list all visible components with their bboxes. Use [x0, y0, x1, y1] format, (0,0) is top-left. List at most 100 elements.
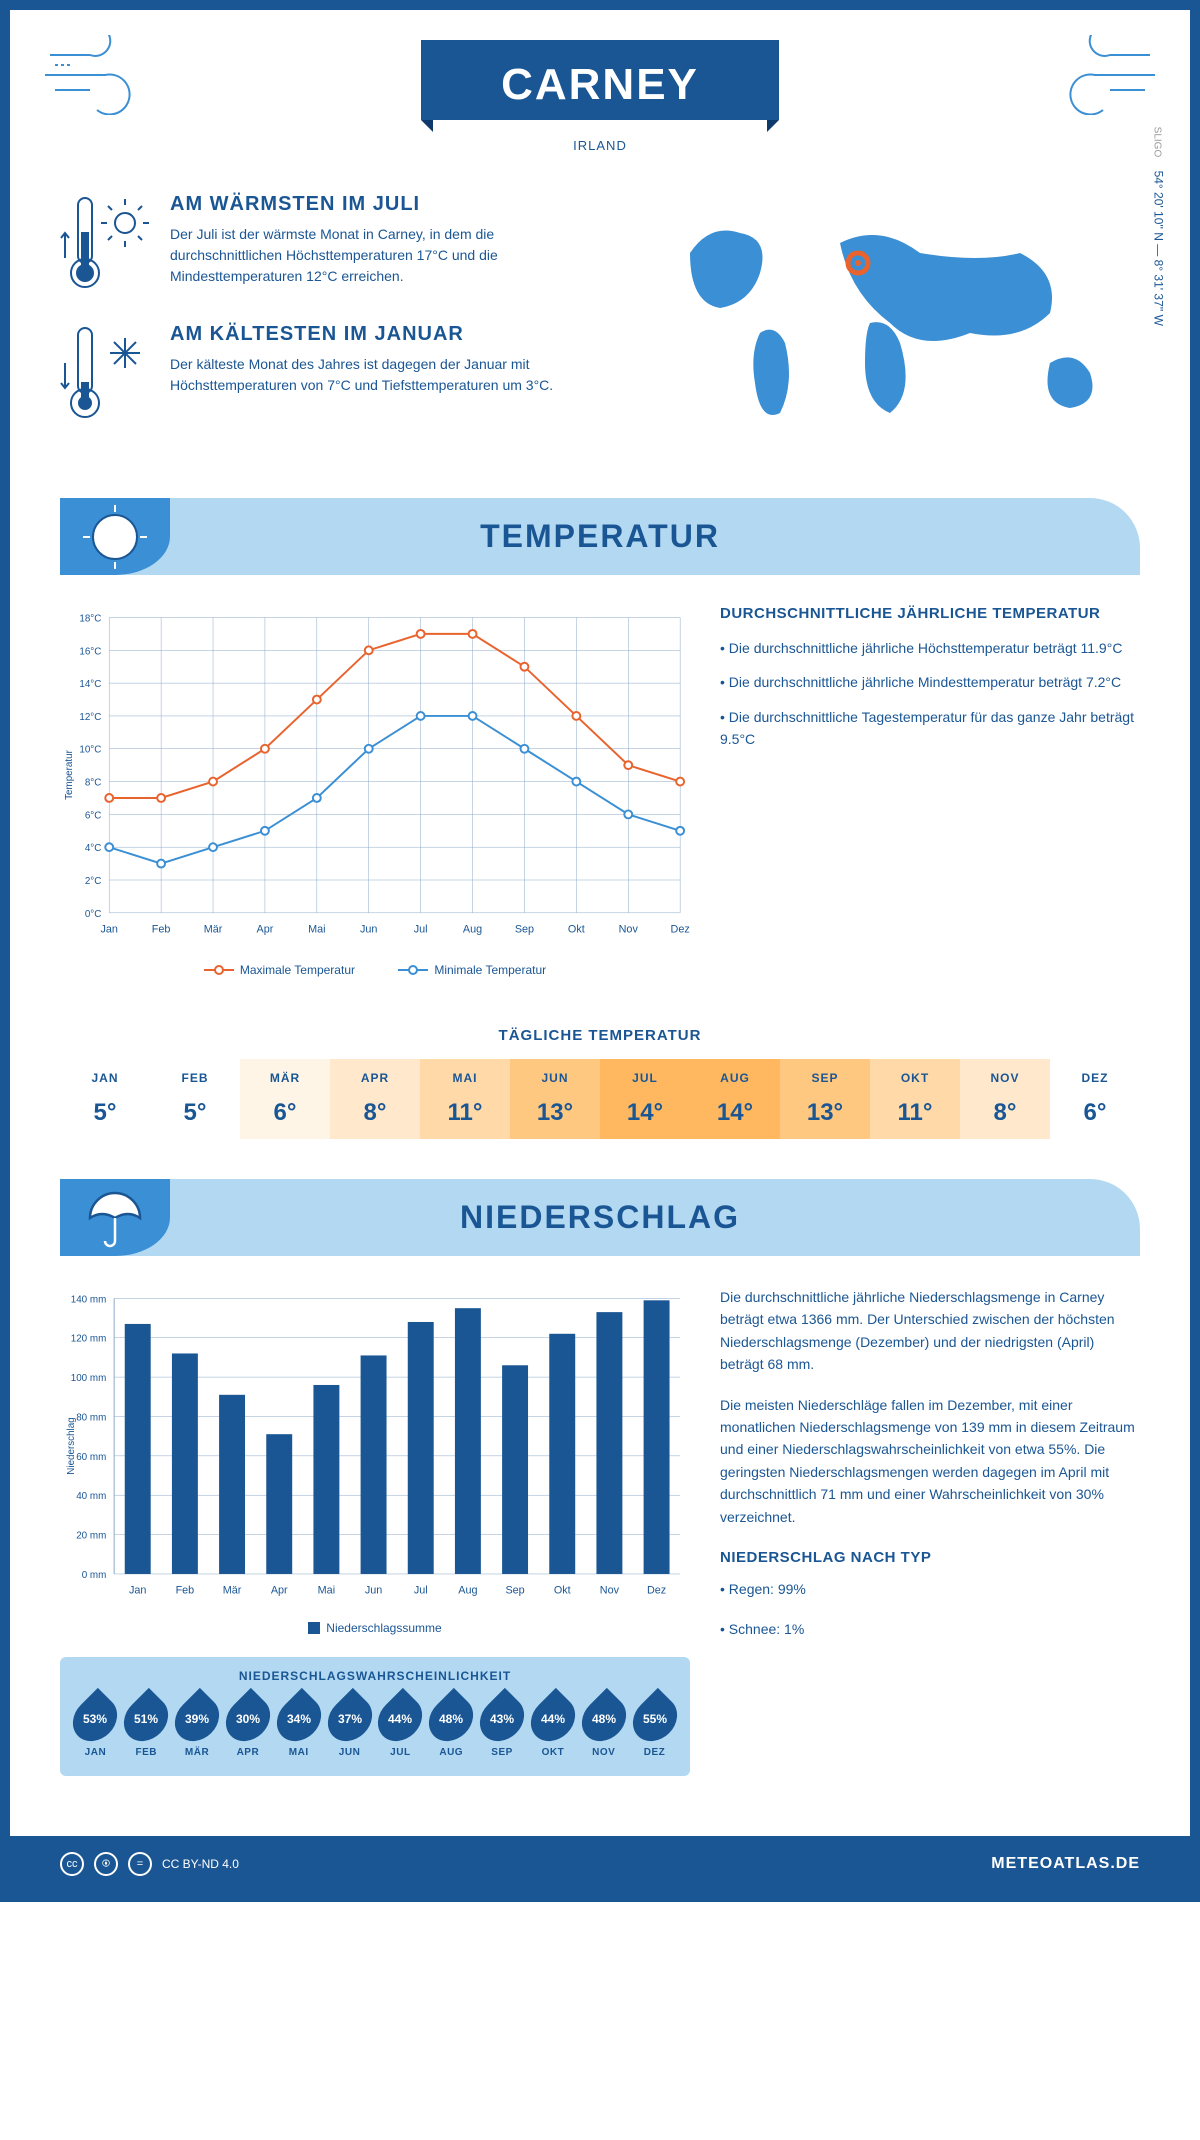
infographic-page: CARNEY IRLAND AM WÄRMSTEN IM JULI Der Ju… — [0, 0, 1200, 1902]
thermometer-cold-icon — [60, 323, 150, 423]
temp-cell: JAN5° — [60, 1059, 150, 1139]
svg-text:Mai: Mai — [308, 924, 325, 936]
svg-text:Aug: Aug — [458, 1585, 477, 1597]
coldest-text: Der kälteste Monat des Jahres ist dagege… — [170, 354, 600, 396]
svg-text:Feb: Feb — [152, 924, 171, 936]
temp-cell: MAI11° — [420, 1059, 510, 1139]
precipitation-title: NIEDERSCHLAG — [60, 1199, 1140, 1236]
probability-drop: 43%SEP — [477, 1695, 528, 1758]
license-info: cc 🅯 = CC BY-ND 4.0 — [60, 1852, 239, 1876]
svg-text:Jan: Jan — [129, 1585, 146, 1597]
svg-text:Mai: Mai — [318, 1585, 335, 1597]
svg-text:Jan: Jan — [101, 924, 118, 936]
svg-text:0 mm: 0 mm — [82, 1570, 107, 1581]
precipitation-info: Die durchschnittliche jährliche Niedersc… — [720, 1286, 1140, 1776]
temperature-section-header: TEMPERATUR — [60, 498, 1140, 575]
svg-text:8°C: 8°C — [85, 778, 102, 789]
probability-drop: 48%AUG — [426, 1695, 477, 1758]
header: CARNEY IRLAND — [10, 10, 1190, 173]
country-subtitle: IRLAND — [10, 138, 1190, 153]
temp-cell: JUL14° — [600, 1059, 690, 1139]
coldest-title: AM KÄLTESTEN IM JANUAR — [170, 323, 600, 346]
svg-text:Nov: Nov — [600, 1585, 620, 1597]
svg-text:Jul: Jul — [414, 924, 428, 936]
svg-text:Sep: Sep — [505, 1585, 524, 1597]
site-name: METEOATLAS.DE — [991, 1855, 1140, 1873]
intro-section: AM WÄRMSTEN IM JULI Der Juli ist der wär… — [10, 173, 1190, 498]
svg-text:18°C: 18°C — [79, 613, 101, 624]
probability-drop: 51%FEB — [121, 1695, 172, 1758]
precipitation-section-header: NIEDERSCHLAG — [60, 1179, 1140, 1256]
cc-icon: cc — [60, 1852, 84, 1876]
svg-text:140 mm: 140 mm — [71, 1294, 107, 1305]
temp-cell: SEP13° — [780, 1059, 870, 1139]
svg-text:Nov: Nov — [619, 924, 639, 936]
temp-cell: NOV8° — [960, 1059, 1050, 1139]
svg-text:40 mm: 40 mm — [76, 1491, 106, 1502]
svg-text:Okt: Okt — [554, 1585, 571, 1597]
svg-text:Mär: Mär — [223, 1585, 242, 1597]
thermometer-hot-icon — [60, 193, 150, 293]
svg-text:Mär: Mär — [204, 924, 223, 936]
map-container: SLIGO 54° 20' 10'' N — 8° 31' 37'' W — [640, 193, 1140, 458]
probability-drop: 44%JUL — [375, 1695, 426, 1758]
svg-text:120 mm: 120 mm — [71, 1334, 107, 1345]
temp-cell: AUG14° — [690, 1059, 780, 1139]
svg-text:Niederschlag: Niederschlag — [66, 1417, 77, 1474]
svg-text:60 mm: 60 mm — [76, 1452, 106, 1463]
svg-text:Okt: Okt — [568, 924, 585, 936]
svg-text:Jul: Jul — [414, 1585, 428, 1597]
by-icon: 🅯 — [94, 1852, 118, 1876]
svg-text:80 mm: 80 mm — [76, 1412, 106, 1423]
temp-cell: FEB5° — [150, 1059, 240, 1139]
svg-text:Dez: Dez — [671, 924, 690, 936]
temp-cell: JUN13° — [510, 1059, 600, 1139]
probability-drop: 44%OKT — [527, 1695, 578, 1758]
svg-text:Dez: Dez — [647, 1585, 666, 1597]
svg-text:10°C: 10°C — [79, 745, 101, 756]
temperature-title: TEMPERATUR — [60, 518, 1140, 555]
svg-text:100 mm: 100 mm — [71, 1373, 107, 1384]
svg-text:0°C: 0°C — [85, 909, 102, 920]
chart-legend: Maximale Temperatur Minimale Temperatur — [60, 960, 690, 977]
temp-cell: DEZ6° — [1050, 1059, 1140, 1139]
world-map-icon — [640, 193, 1140, 453]
svg-text:16°C: 16°C — [79, 646, 101, 657]
svg-text:Jun: Jun — [360, 924, 377, 936]
temperature-line-chart: 0°C2°C4°C6°C8°C10°C12°C14°C16°C18°CJanFe… — [60, 605, 690, 945]
precipitation-bar-chart: 0 mm 20 mm 40 mm 60 mm 80 mm 100 mm 120 mm 140 … — [60, 1286, 690, 1606]
temp-cell: MÄR6° — [240, 1059, 330, 1139]
temp-cell: OKT11° — [870, 1059, 960, 1139]
svg-text:12°C: 12°C — [79, 712, 101, 723]
probability-box: NIEDERSCHLAGSWAHRSCHEINLICHKEIT 53%JAN51… — [60, 1657, 690, 1776]
svg-text:Apr: Apr — [257, 924, 274, 936]
probability-drop: 37%JUN — [324, 1695, 375, 1758]
warmest-block: AM WÄRMSTEN IM JULI Der Juli ist der wär… — [60, 193, 600, 293]
coldest-block: AM KÄLTESTEN IM JANUAR Der kälteste Mona… — [60, 323, 600, 423]
svg-text:Aug: Aug — [463, 924, 482, 936]
svg-text:Feb: Feb — [176, 1585, 195, 1597]
svg-text:20 mm: 20 mm — [76, 1531, 106, 1542]
probability-drop: 30%APR — [222, 1695, 273, 1758]
probability-drop: 48%NOV — [578, 1695, 629, 1758]
warmest-title: AM WÄRMSTEN IM JULI — [170, 193, 600, 216]
svg-text:2°C: 2°C — [85, 876, 102, 887]
coordinates-text: 54° 20' 10'' N — 8° 31' 37'' W — [1151, 170, 1165, 325]
svg-text:Apr: Apr — [271, 1585, 288, 1597]
svg-text:Temperatur: Temperatur — [64, 749, 75, 799]
svg-text:14°C: 14°C — [79, 679, 101, 690]
probability-drop: 55%DEZ — [629, 1695, 680, 1758]
temperature-info: DURCHSCHNITTLICHE JÄHRLICHE TEMPERATUR •… — [720, 605, 1140, 977]
svg-text:Jun: Jun — [365, 1585, 382, 1597]
daily-temperature-table: JAN5°FEB5°MÄR6°APR8°MAI11°JUN13°JUL14°AU… — [60, 1059, 1140, 1139]
svg-text:Sep: Sep — [515, 924, 534, 936]
precip-legend: Niederschlagssumme — [60, 1621, 690, 1637]
city-title: CARNEY — [421, 40, 779, 120]
probability-drop: 53%JAN — [70, 1695, 121, 1758]
warmest-text: Der Juli ist der wärmste Monat in Carney… — [170, 224, 600, 287]
svg-text:6°C: 6°C — [85, 810, 102, 821]
sun-icon — [60, 498, 170, 575]
region-label: SLIGO — [1151, 126, 1162, 157]
nd-icon: = — [128, 1852, 152, 1876]
footer: cc 🅯 = CC BY-ND 4.0 METEOATLAS.DE — [10, 1836, 1190, 1892]
